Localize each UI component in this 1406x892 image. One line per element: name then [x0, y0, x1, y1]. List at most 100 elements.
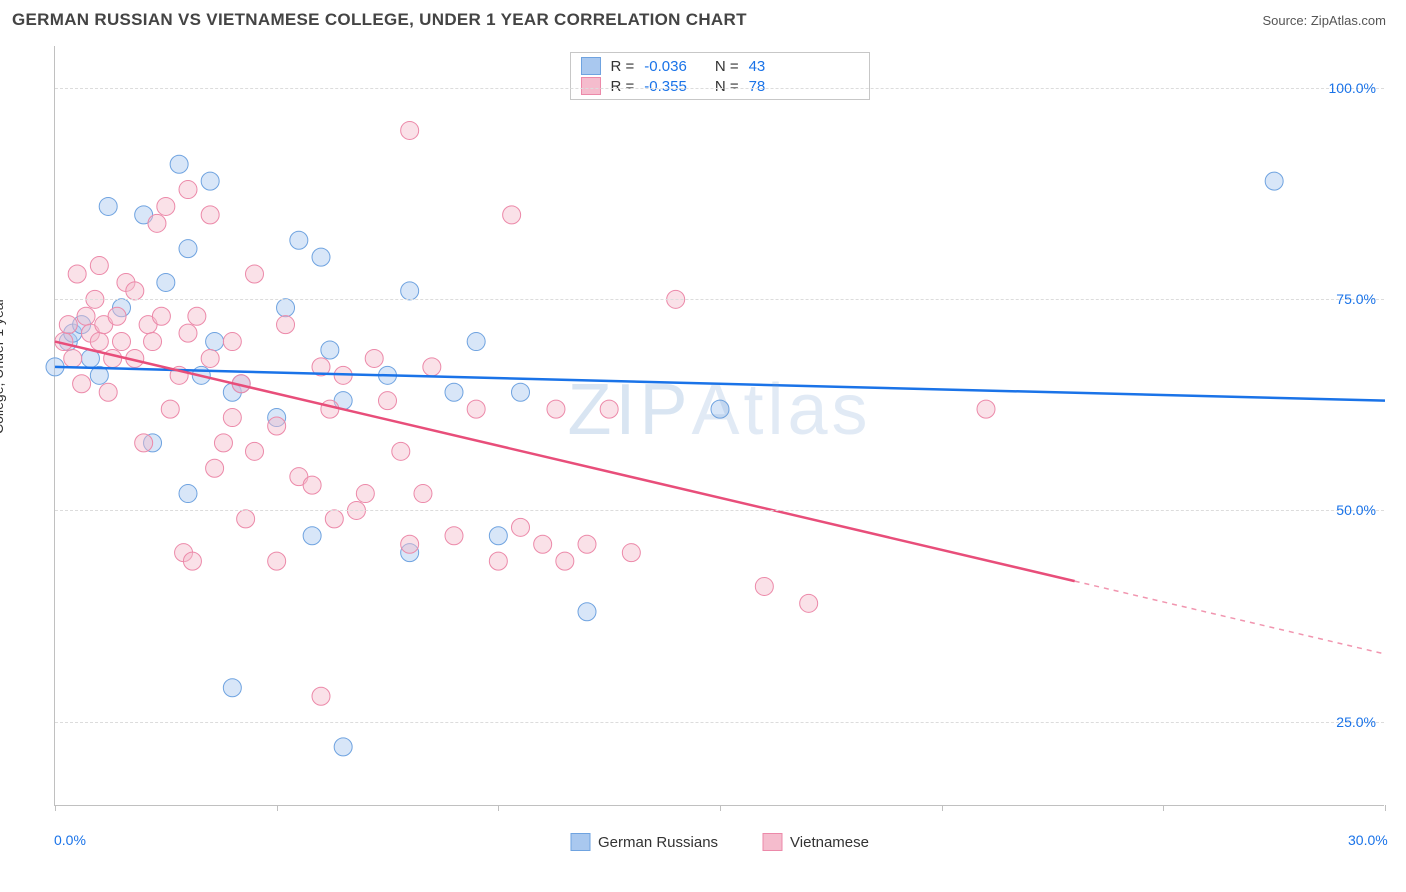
scatter-point: [321, 341, 339, 359]
stat-n-label: N =: [715, 78, 739, 95]
stat-n-value: 78: [749, 78, 766, 95]
scatter-point: [445, 383, 463, 401]
scatter-point: [547, 400, 565, 418]
scatter-point: [223, 679, 241, 697]
x-tick: [498, 805, 499, 811]
scatter-point: [246, 442, 264, 460]
scatter-point: [179, 181, 197, 199]
scatter-point: [334, 738, 352, 756]
scatter-point: [223, 409, 241, 427]
scatter-point: [170, 155, 188, 173]
legend-swatch: [581, 57, 601, 75]
scatter-point: [135, 434, 153, 452]
scatter-point: [489, 527, 507, 545]
scatter-point: [113, 333, 131, 351]
scatter-point: [711, 400, 729, 418]
scatter-point: [290, 231, 308, 249]
scatter-point: [512, 383, 530, 401]
legend-swatch: [762, 833, 782, 851]
scatter-point: [246, 265, 264, 283]
scatter-point: [237, 510, 255, 528]
legend-item: German Russians: [570, 833, 718, 851]
legend-label: Vietnamese: [790, 834, 869, 851]
scatter-point: [99, 197, 117, 215]
scatter-point: [277, 316, 295, 334]
scatter-point: [59, 316, 77, 334]
y-axis-label: College, Under 1 year: [0, 298, 6, 434]
y-tick-label: 100.0%: [1329, 80, 1376, 96]
scatter-point: [179, 324, 197, 342]
legend-swatch: [581, 77, 601, 95]
scatter-point: [467, 400, 485, 418]
y-tick-label: 25.0%: [1336, 714, 1376, 730]
trend-line: [55, 342, 1075, 582]
scatter-point: [534, 535, 552, 553]
stat-n-label: N =: [715, 58, 739, 75]
scatter-point: [312, 248, 330, 266]
scatter-point: [321, 400, 339, 418]
scatter-point: [365, 349, 383, 367]
x-tick: [1163, 805, 1164, 811]
scatter-point: [206, 459, 224, 477]
scatter-point: [977, 400, 995, 418]
scatter-point: [622, 544, 640, 562]
scatter-point: [126, 282, 144, 300]
stats-row: R = -0.036 N = 43: [581, 56, 859, 76]
scatter-point: [157, 273, 175, 291]
chart-title: GERMAN RUSSIAN VS VIETNAMESE COLLEGE, UN…: [12, 10, 747, 30]
scatter-point: [423, 358, 441, 376]
stat-r-label: R =: [611, 78, 635, 95]
stat-n-value: 43: [749, 58, 766, 75]
scatter-point: [201, 349, 219, 367]
scatter-point: [312, 687, 330, 705]
scatter-point: [489, 552, 507, 570]
scatter-point: [325, 510, 343, 528]
scatter-point: [414, 485, 432, 503]
scatter-point: [578, 603, 596, 621]
correlation-stats-box: R = -0.036 N = 43 R = -0.355 N = 78: [570, 52, 870, 100]
scatter-point: [356, 485, 374, 503]
scatter-point: [179, 485, 197, 503]
x-tick: [1385, 805, 1386, 811]
scatter-point: [303, 476, 321, 494]
scatter-point: [392, 442, 410, 460]
legend-bottom: German Russians Vietnamese: [570, 833, 869, 851]
scatter-point: [188, 307, 206, 325]
trend-line: [55, 367, 1385, 401]
scatter-point: [104, 349, 122, 367]
scatter-point: [755, 577, 773, 595]
stat-r-value: -0.355: [644, 78, 687, 95]
chart-container: College, Under 1 year ZIPAtlas R = -0.03…: [12, 46, 1392, 846]
scatter-point: [64, 349, 82, 367]
scatter-point: [90, 333, 108, 351]
scatter-point: [108, 307, 126, 325]
scatter-point: [223, 333, 241, 351]
scatter-point: [77, 307, 95, 325]
scatter-point: [512, 518, 530, 536]
source-attribution: Source: ZipAtlas.com: [1262, 13, 1386, 28]
scatter-point: [144, 333, 162, 351]
scatter-point: [578, 535, 596, 553]
gridline-h: [55, 299, 1384, 300]
scatter-point: [214, 434, 232, 452]
scatter-point: [268, 417, 286, 435]
scatter-point: [556, 552, 574, 570]
scatter-point: [201, 172, 219, 190]
stat-r-value: -0.036: [644, 58, 687, 75]
scatter-point: [600, 400, 618, 418]
stats-row: R = -0.355 N = 78: [581, 76, 859, 96]
trend-line-extrapolated: [1075, 581, 1385, 654]
scatter-point: [90, 257, 108, 275]
scatter-point: [157, 197, 175, 215]
scatter-point: [277, 299, 295, 317]
stat-r-label: R =: [611, 58, 635, 75]
scatter-svg: [55, 46, 1384, 805]
scatter-point: [152, 307, 170, 325]
scatter-point: [268, 552, 286, 570]
x-tick-label: 0.0%: [54, 832, 86, 848]
scatter-point: [148, 214, 166, 232]
scatter-point: [73, 375, 91, 393]
scatter-point: [161, 400, 179, 418]
x-tick: [720, 805, 721, 811]
scatter-point: [303, 527, 321, 545]
